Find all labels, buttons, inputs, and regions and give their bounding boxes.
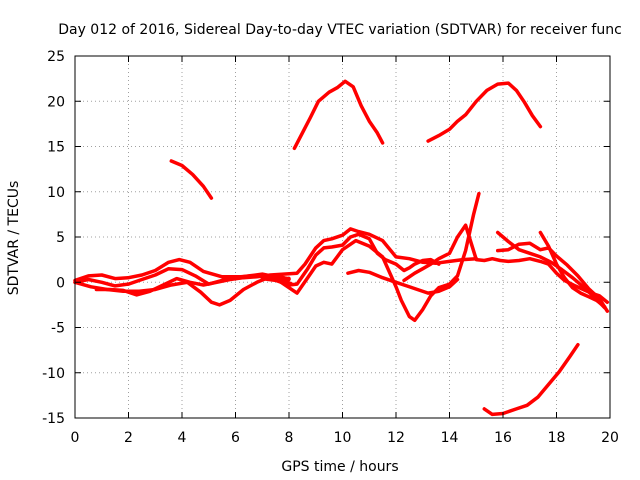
x-tick-label: 2	[124, 430, 133, 446]
tick-labels: 0 2 4 6 8 10 12 14 16 18 20 -15 -10 -5 0 5 10 15 20 25	[42, 49, 619, 446]
series-line-arc-h	[402, 223, 610, 304]
y-tick-label: 0	[56, 275, 65, 291]
x-tick-label: 12	[387, 430, 405, 446]
x-tick-label: 6	[231, 430, 240, 446]
x-axis-label: GPS time / hours	[281, 459, 398, 475]
series-line-arc-f	[273, 191, 481, 323]
chart-title: Day 012 of 2016, Sidereal Day-to-day VTE…	[58, 22, 622, 38]
y-tick-label: 5	[56, 230, 65, 246]
x-tick-label: 18	[548, 430, 566, 446]
series-line-arc-l	[169, 159, 214, 200]
series-line-arc-e	[260, 232, 441, 287]
y-tick-label: 25	[47, 49, 65, 65]
y-tick-label: 15	[47, 140, 65, 156]
series-line-arc-m	[292, 79, 385, 151]
plot-frame	[74, 55, 611, 419]
x-tick-label: 10	[334, 430, 352, 446]
y-tick-label: 10	[47, 185, 65, 201]
x-tick-label: 0	[71, 430, 80, 446]
series-line-arc-d	[94, 227, 479, 297]
series-line-arc-k	[538, 230, 607, 309]
x-tick-label: 4	[178, 430, 187, 446]
y-tick-label: 20	[47, 94, 65, 110]
y-tick-label: -15	[42, 411, 65, 427]
x-tick-label: 14	[441, 430, 459, 446]
series-line-arc-o	[482, 342, 580, 417]
y-tick-label: -10	[42, 366, 65, 382]
series-line-arc-g	[346, 268, 460, 295]
series-line-arc-n	[426, 81, 543, 143]
x-tick-label: 20	[601, 430, 619, 446]
x-tick-label: 16	[494, 430, 512, 446]
y-tick-label: -5	[51, 321, 65, 337]
series-group	[73, 79, 610, 417]
x-tick-label: 8	[285, 430, 294, 446]
y-axis-label: SDTVAR / TECUs	[6, 181, 22, 296]
